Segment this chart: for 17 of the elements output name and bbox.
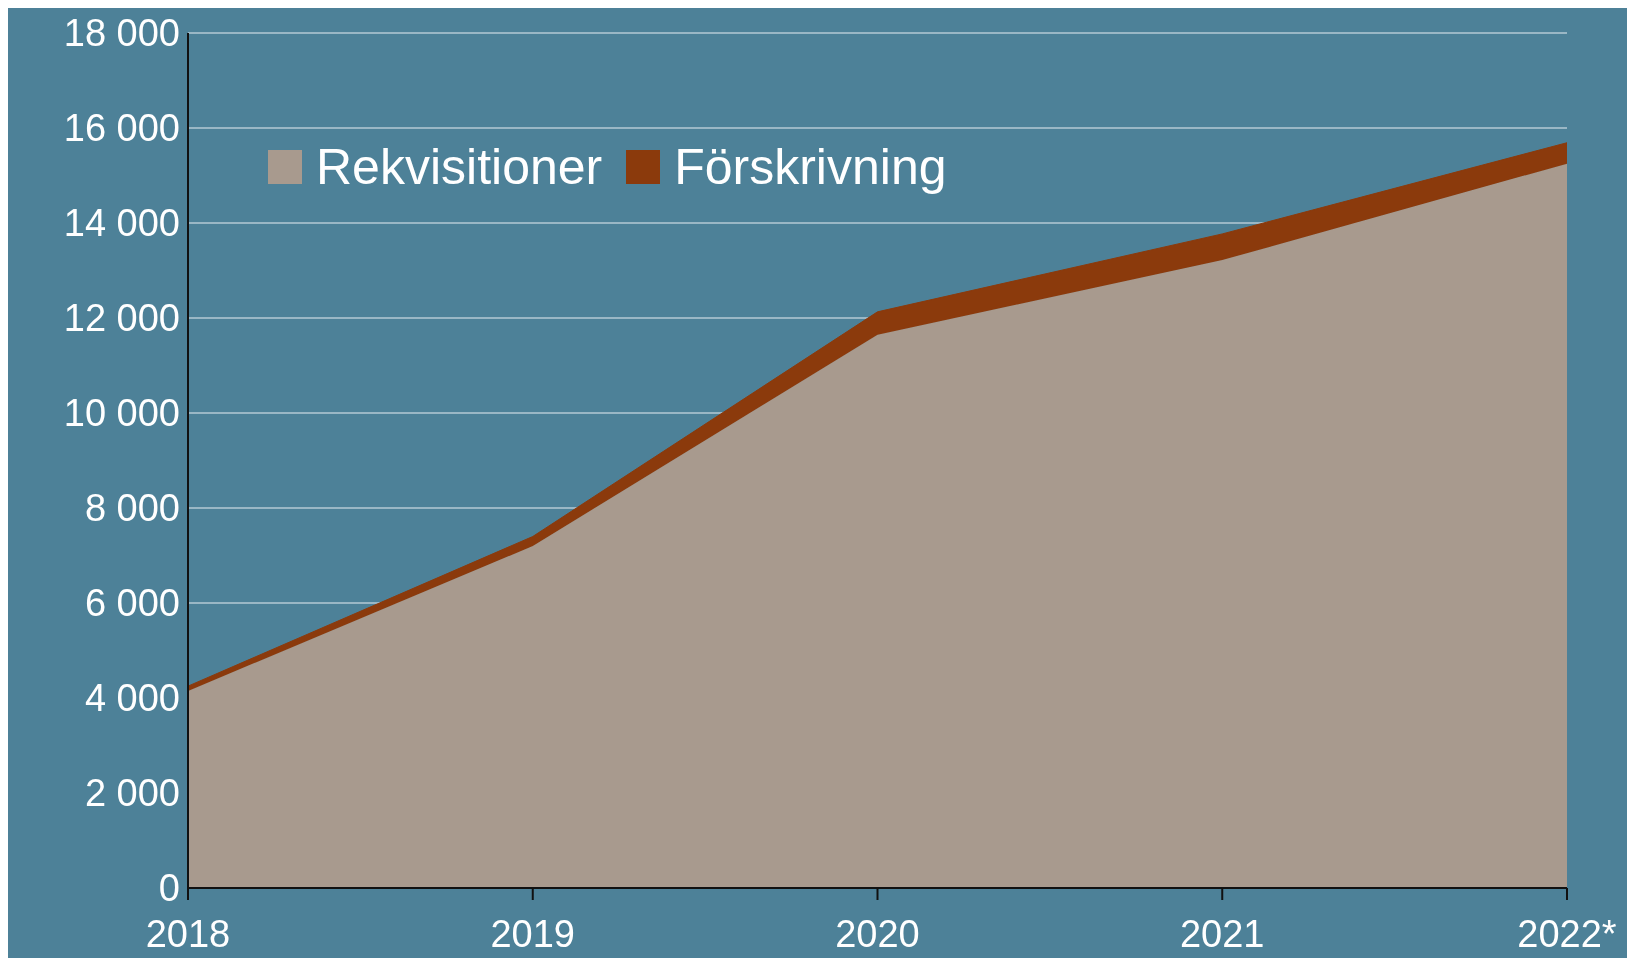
x-tick-label: 2019 (490, 912, 576, 955)
y-tick-label: 4 000 (84, 677, 180, 720)
y-tick-label: 2 000 (84, 772, 180, 815)
y-tick-label: 0 (158, 867, 180, 910)
legend-label: Förskrivning (674, 138, 947, 196)
y-tick-label: 16 000 (63, 107, 180, 150)
x-tick-label: 2021 (1179, 912, 1265, 955)
legend-label: Rekvisitioner (316, 138, 603, 196)
x-tick-label: 2020 (835, 912, 920, 955)
y-tick-label: 18 000 (63, 12, 180, 55)
x-tick-label: 2022* (1517, 912, 1617, 955)
x-tick-label: 2018 (145, 912, 231, 955)
y-tick-label: 6 000 (84, 582, 180, 625)
y-tick-label: 8 000 (84, 487, 180, 530)
y-tick-label: 12 000 (63, 297, 180, 340)
y-tick-label: 14 000 (63, 202, 180, 245)
y-tick-label: 10 000 (63, 392, 180, 435)
